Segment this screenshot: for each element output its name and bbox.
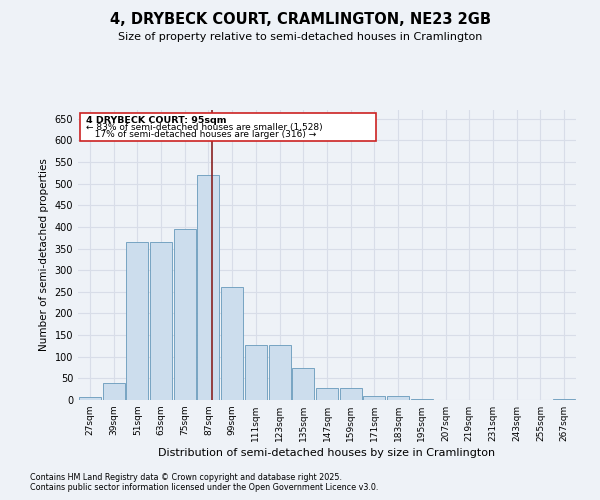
Bar [221, 288, 243, 400]
Bar [173, 229, 196, 400]
Text: Contains HM Land Registry data © Crown copyright and database right 2025.: Contains HM Land Registry data © Crown c… [30, 474, 342, 482]
Bar [364, 396, 385, 400]
Bar [553, 399, 575, 400]
Bar [411, 398, 433, 400]
Bar [340, 388, 362, 400]
Bar [126, 242, 148, 400]
Bar [197, 175, 220, 400]
Text: ← 83% of semi-detached houses are smaller (1,528): ← 83% of semi-detached houses are smalle… [86, 124, 323, 132]
Bar [79, 397, 101, 400]
Text: 17% of semi-detached houses are larger (316) →: 17% of semi-detached houses are larger (… [86, 130, 316, 139]
X-axis label: Distribution of semi-detached houses by size in Cramlington: Distribution of semi-detached houses by … [158, 448, 496, 458]
Text: Contains public sector information licensed under the Open Government Licence v3: Contains public sector information licen… [30, 484, 379, 492]
Bar [387, 396, 409, 400]
Text: 4 DRYBECK COURT: 95sqm: 4 DRYBECK COURT: 95sqm [86, 116, 226, 126]
Text: 4, DRYBECK COURT, CRAMLINGTON, NE23 2GB: 4, DRYBECK COURT, CRAMLINGTON, NE23 2GB [110, 12, 491, 28]
Bar [80, 113, 376, 141]
Bar [150, 242, 172, 400]
Bar [292, 368, 314, 400]
Bar [245, 344, 267, 400]
Text: Size of property relative to semi-detached houses in Cramlington: Size of property relative to semi-detach… [118, 32, 482, 42]
Bar [103, 382, 125, 400]
Bar [316, 388, 338, 400]
Y-axis label: Number of semi-detached properties: Number of semi-detached properties [39, 158, 49, 352]
Bar [269, 344, 290, 400]
